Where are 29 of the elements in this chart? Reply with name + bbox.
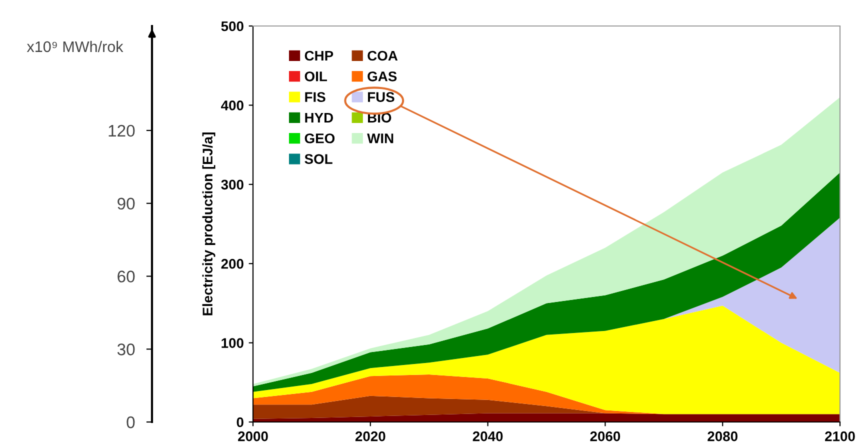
legend-label: WIN bbox=[367, 134, 394, 144]
y-tick-label: 200 bbox=[221, 258, 244, 269]
y2-tick-label: 60 bbox=[118, 270, 135, 282]
legend-label: COA bbox=[368, 50, 398, 61]
legend-label: HYD bbox=[305, 112, 333, 122]
legend-label: CHP bbox=[304, 50, 334, 61]
y2-tick-label: 0 bbox=[126, 416, 135, 428]
legend-label: FIS bbox=[305, 92, 326, 102]
y2-tick-label: 30 bbox=[117, 344, 135, 356]
y-tick-label: 0 bbox=[236, 417, 244, 428]
y2-tick-label: 120 bbox=[108, 124, 135, 137]
x-tick-label: 2000 bbox=[238, 431, 268, 442]
x-tick-label: 2040 bbox=[472, 431, 503, 442]
y-tick-label: 300 bbox=[221, 180, 244, 190]
x-tick-label: 2080 bbox=[708, 431, 738, 442]
y-axis-title: Electricity production [EJ/a] bbox=[202, 132, 216, 316]
y-tick-label: 500 bbox=[221, 21, 244, 32]
y-tick-label: 100 bbox=[222, 338, 244, 348]
legend-label: GAS bbox=[368, 71, 397, 82]
x-tick-label: 2020 bbox=[355, 431, 386, 442]
y-tick-label: 400 bbox=[221, 100, 244, 110]
y2-tick-label: 90 bbox=[118, 198, 135, 210]
x-tick-label: 2100 bbox=[825, 431, 855, 442]
y2-axis-title: x10⁹ MWh/rok bbox=[26, 40, 124, 52]
legend-label: SOL bbox=[304, 154, 332, 164]
legend-label: OIL bbox=[304, 71, 327, 82]
legend-label: FUS bbox=[368, 92, 394, 102]
x-tick-label: 2060 bbox=[590, 431, 620, 442]
legend-label: GEO bbox=[304, 133, 335, 144]
